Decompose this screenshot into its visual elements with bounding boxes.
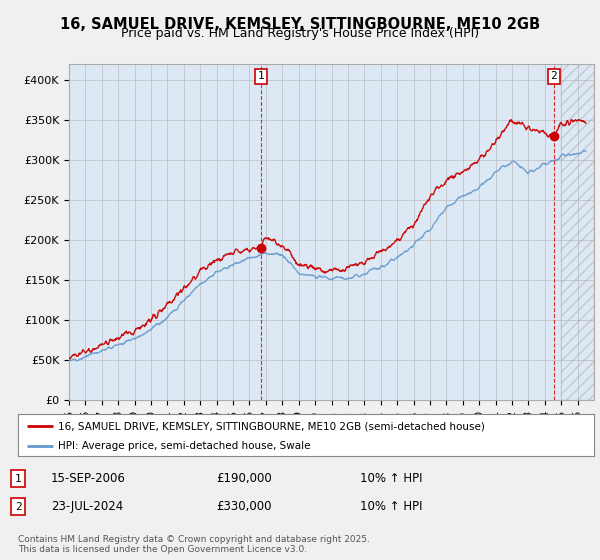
Text: 16, SAMUEL DRIVE, KEMSLEY, SITTINGBOURNE, ME10 2GB (semi-detached house): 16, SAMUEL DRIVE, KEMSLEY, SITTINGBOURNE… [58,421,485,431]
Text: Price paid vs. HM Land Registry's House Price Index (HPI): Price paid vs. HM Land Registry's House … [121,27,479,40]
Bar [561,64,594,400]
Text: 2: 2 [14,502,22,512]
Text: £330,000: £330,000 [216,500,271,514]
Text: 16, SAMUEL DRIVE, KEMSLEY, SITTINGBOURNE, ME10 2GB: 16, SAMUEL DRIVE, KEMSLEY, SITTINGBOURNE… [60,17,540,32]
Text: 1: 1 [258,71,265,81]
Text: Contains HM Land Registry data © Crown copyright and database right 2025.
This d: Contains HM Land Registry data © Crown c… [18,535,370,554]
Text: £190,000: £190,000 [216,472,272,486]
Text: 10% ↑ HPI: 10% ↑ HPI [360,500,422,514]
Text: HPI: Average price, semi-detached house, Swale: HPI: Average price, semi-detached house,… [58,441,311,451]
Text: 15-SEP-2006: 15-SEP-2006 [51,472,126,486]
Text: 1: 1 [14,474,22,484]
Text: 2: 2 [550,71,557,81]
Text: 10% ↑ HPI: 10% ↑ HPI [360,472,422,486]
Bar [561,64,594,400]
Text: 23-JUL-2024: 23-JUL-2024 [51,500,123,514]
